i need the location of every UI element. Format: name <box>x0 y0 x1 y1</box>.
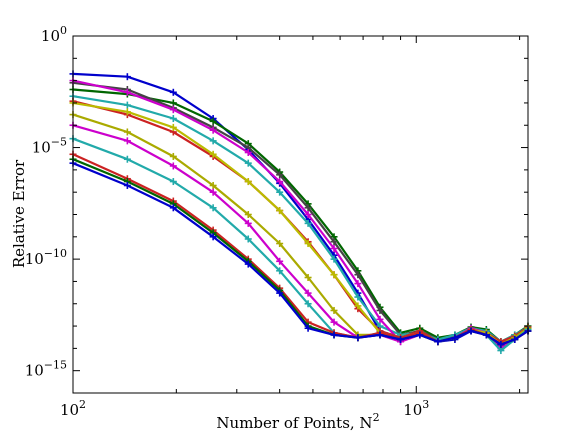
data-point <box>276 289 284 297</box>
data-point <box>123 101 131 109</box>
data-point <box>209 126 217 134</box>
data-point <box>276 178 284 186</box>
data-point <box>169 88 177 96</box>
data-point <box>330 238 338 246</box>
data-point <box>376 315 384 323</box>
x-axis-label: Number of Points, N2 <box>216 411 379 432</box>
data-point <box>244 235 252 243</box>
x-tick-label: 102 <box>60 398 86 419</box>
data-point <box>434 338 442 346</box>
x-axis-label-text: Number of Points, N <box>216 414 372 432</box>
data-point <box>244 211 252 218</box>
data-point <box>451 334 459 342</box>
data-point <box>123 181 131 189</box>
data-point <box>330 255 338 263</box>
data-point <box>169 152 177 160</box>
data-point <box>497 347 505 355</box>
data-point <box>123 155 131 163</box>
data-point <box>244 149 252 157</box>
data-point <box>354 280 362 288</box>
data-point <box>244 260 252 268</box>
series-layer <box>69 70 532 355</box>
data-point <box>376 306 384 314</box>
data-point <box>209 233 217 241</box>
data-point <box>482 331 490 339</box>
data-point <box>244 159 252 167</box>
y-axis-label: Relative Error <box>10 159 28 268</box>
data-point <box>276 257 284 265</box>
data-point <box>276 207 284 215</box>
data-point <box>354 293 362 301</box>
data-point <box>416 331 424 339</box>
data-point <box>354 334 362 342</box>
data-point <box>304 240 312 248</box>
data-point <box>511 335 519 343</box>
data-point <box>244 178 252 186</box>
data-point <box>304 324 312 332</box>
data-point <box>304 274 312 282</box>
data-point <box>209 188 217 196</box>
data-point <box>276 171 284 179</box>
y-tick-label: 100 <box>41 24 67 45</box>
data-point <box>330 306 338 314</box>
data-point <box>330 244 338 252</box>
data-point <box>304 219 312 227</box>
x-axis-label-superscript: 2 <box>373 411 380 424</box>
data-point <box>276 188 284 196</box>
data-point <box>169 178 177 186</box>
data-point <box>304 289 312 297</box>
data-point <box>123 88 131 96</box>
data-point <box>123 128 131 136</box>
data-point <box>276 267 284 275</box>
data-point <box>376 331 384 339</box>
y-tick-label: 10−15 <box>25 359 67 380</box>
data-point <box>209 117 217 125</box>
data-point <box>123 73 131 81</box>
data-point <box>209 181 217 189</box>
data-point <box>354 302 362 310</box>
data-point <box>467 327 475 335</box>
data-point <box>123 108 131 116</box>
data-point <box>209 150 217 158</box>
data-point <box>354 271 362 279</box>
axes-layer <box>72 35 529 394</box>
data-point <box>169 115 177 123</box>
data-point <box>209 137 217 145</box>
data-point <box>397 335 405 343</box>
x-tick-label: 103 <box>403 398 429 419</box>
data-point <box>330 318 338 326</box>
data-point <box>330 331 338 339</box>
data-point <box>169 106 177 114</box>
data-point <box>209 204 217 212</box>
data-point <box>169 204 177 212</box>
tick-labels: 102 103 100 10−5 10−10 10−15 <box>25 24 430 419</box>
data-point <box>304 204 312 212</box>
y-tick-label: 10−10 <box>25 247 67 268</box>
data-point <box>244 219 252 227</box>
data-point <box>276 240 284 248</box>
data-point <box>304 300 312 308</box>
series-13 <box>69 159 532 348</box>
data-point <box>497 340 505 348</box>
data-point <box>169 162 177 170</box>
data-point <box>123 137 131 145</box>
data-point <box>330 271 338 279</box>
data-point <box>169 123 177 131</box>
data-point <box>304 211 312 218</box>
y-tick-label: 10−5 <box>32 136 67 157</box>
